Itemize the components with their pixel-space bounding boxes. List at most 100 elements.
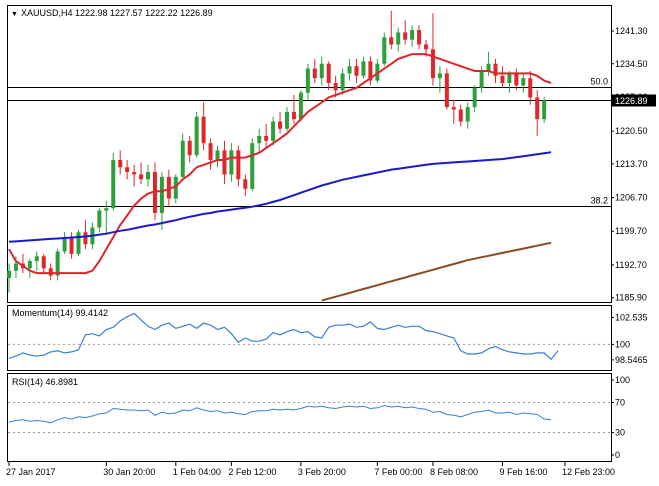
bear-candle	[354, 66, 359, 76]
rsi-axis-label: 100	[615, 375, 630, 385]
bull-candle	[27, 261, 32, 269]
bear-candle	[458, 109, 463, 122]
time-axis-label: 12 Feb 23:00	[562, 467, 615, 477]
bear-candle	[166, 176, 171, 199]
price-plot: 50.038.21241.301234.501227.601220.501213…	[7, 10, 656, 303]
bear-candle	[417, 30, 422, 45]
bull-candle	[257, 135, 262, 144]
price-axis-label: 1241.30	[615, 26, 648, 36]
momentum-line	[8, 312, 559, 361]
bull-candle	[55, 251, 60, 276]
bull-candle	[486, 63, 491, 71]
bear-candle	[444, 73, 449, 108]
bear-candle	[83, 232, 88, 245]
bull-candle	[396, 32, 401, 45]
bear-candle	[139, 174, 144, 180]
bull-candle	[180, 140, 185, 177]
symbol-ohlc-label: XAUUSD,H4 1222.98 1227.57 1222.22 1226.8…	[21, 8, 213, 18]
rsi-line	[8, 404, 552, 424]
bull-candle	[97, 210, 102, 228]
rsi-panel-frame	[7, 373, 612, 462]
bull-candle	[361, 61, 366, 76]
x-axis: 27 Jan 2017 30 Jan 20:00 1 Feb 04:00 2 Feb …	[6, 462, 615, 477]
rsi-title: RSI(14) 46.8981	[12, 377, 78, 387]
bear-candle	[389, 37, 394, 45]
rsi-plot: 100 70 30 0	[8, 375, 630, 460]
price-axis-label: 1234.50	[615, 59, 648, 69]
bull-candle	[347, 66, 352, 74]
bull-candle	[229, 150, 234, 175]
rsi-axis-label: 70	[615, 398, 625, 408]
current-price-tag	[612, 94, 656, 107]
bear-candle	[403, 32, 408, 40]
bull-candle	[194, 116, 199, 156]
bear-candle	[152, 172, 157, 213]
bull-candle	[285, 111, 289, 129]
bear-candle	[187, 140, 192, 156]
bear-candle	[125, 167, 130, 173]
bear-candle	[312, 68, 317, 79]
price-axis-label: 1199.70	[615, 226, 647, 236]
bear-candle	[41, 256, 46, 269]
bear-candle	[535, 97, 540, 120]
sma-slow-line	[321, 241, 552, 302]
bull-candle	[111, 160, 116, 209]
bull-candle	[159, 176, 164, 213]
rsi-axis-label: 30	[615, 428, 625, 438]
price-panel-frame	[7, 5, 612, 303]
momentum-axis-label: 102.535	[615, 312, 648, 322]
level-label-50-0: 50.0	[590, 77, 608, 87]
price-axis-label: 1220.50	[615, 126, 648, 136]
momentum-panel-frame	[7, 305, 612, 371]
bull-candle	[215, 150, 220, 161]
bull-candle	[340, 73, 345, 91]
rsi-axis-label: 0	[615, 450, 620, 460]
bull-candle	[62, 237, 67, 252]
bull-candle	[250, 143, 255, 189]
time-axis-label: 1 Feb 04:00	[173, 467, 221, 477]
bull-candle	[34, 256, 39, 262]
momentum-plot: 102.535 100 98.5465	[8, 312, 648, 365]
bear-candle	[493, 63, 498, 76]
bull-candle	[146, 172, 150, 180]
bear-candle	[222, 150, 227, 175]
price-axis-label: 1185.90	[615, 293, 647, 303]
price-axis-label: 1213.70	[615, 159, 648, 169]
bull-candle	[472, 87, 477, 108]
bear-candle	[451, 107, 456, 110]
bull-candle	[305, 68, 310, 93]
level-label-38-2: 38.2	[590, 196, 608, 206]
bear-candle	[424, 44, 428, 50]
bull-candle	[271, 121, 276, 141]
price-axis-label: 1206.70	[615, 193, 648, 203]
bear-candle	[264, 135, 269, 141]
bear-candle	[69, 237, 74, 254]
bull-candle	[7, 270, 11, 278]
bull-candle	[173, 176, 178, 199]
bear-candle	[528, 78, 533, 98]
sma-fast-line	[8, 53, 552, 275]
bull-candle	[465, 107, 470, 122]
bear-candle	[208, 143, 213, 161]
bull-candle	[479, 70, 484, 88]
bear-candle	[430, 49, 435, 79]
bull-candle	[542, 100, 547, 120]
bear-candle	[278, 121, 283, 129]
time-axis-label: 8 Feb 08:00	[430, 467, 478, 477]
bear-candle	[514, 73, 519, 86]
bear-candle	[236, 150, 241, 180]
dropdown-triangle-icon[interactable]: ▼	[11, 11, 18, 18]
bear-candle	[333, 83, 338, 91]
sma-mid-line	[8, 151, 552, 243]
bull-candle	[319, 63, 324, 79]
price-axis-label: 1192.70	[615, 260, 647, 270]
bear-candle	[291, 111, 296, 120]
bull-candle	[13, 263, 18, 271]
time-axis-label: 7 Feb 00:00	[374, 467, 422, 477]
momentum-axis-label: 98.5465	[615, 355, 648, 365]
bull-candle	[410, 30, 415, 40]
bear-candle	[201, 116, 206, 144]
bull-candle	[104, 208, 109, 211]
